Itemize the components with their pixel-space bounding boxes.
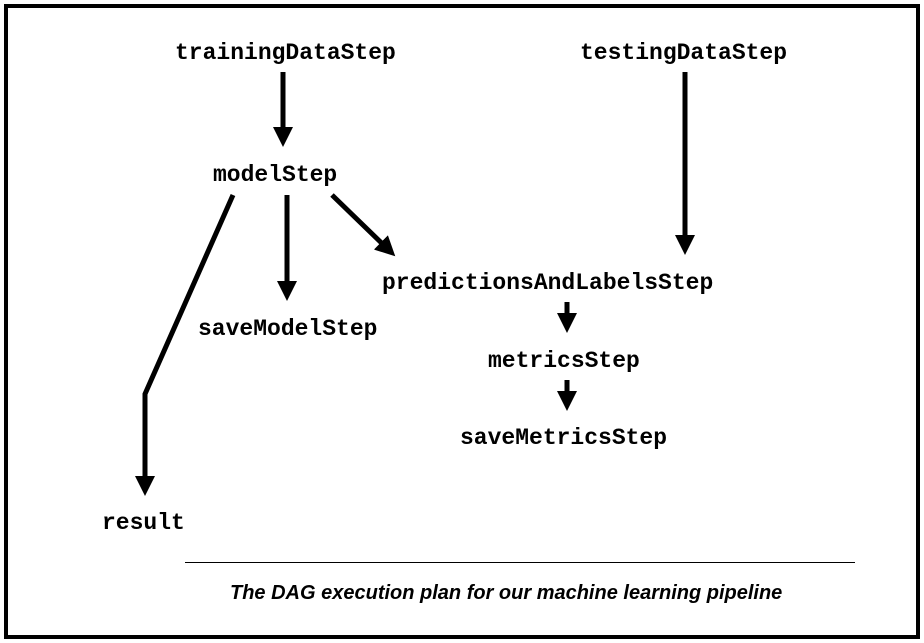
node-testingDataStep: testingDataStep — [580, 40, 787, 66]
node-metricsStep: metricsStep — [488, 348, 640, 374]
node-saveMetricsStep: saveMetricsStep — [460, 425, 667, 451]
caption-text: The DAG execution plan for our machine l… — [230, 582, 782, 605]
caption-rule — [185, 562, 855, 563]
diagram-frame — [4, 4, 920, 639]
node-modelStep: modelStep — [213, 162, 337, 188]
node-predictionsAndLabelsStep: predictionsAndLabelsStep — [382, 270, 713, 296]
node-trainingDataStep: trainingDataStep — [175, 40, 396, 66]
node-saveModelStep: saveModelStep — [198, 316, 377, 342]
node-result: result — [102, 510, 185, 536]
